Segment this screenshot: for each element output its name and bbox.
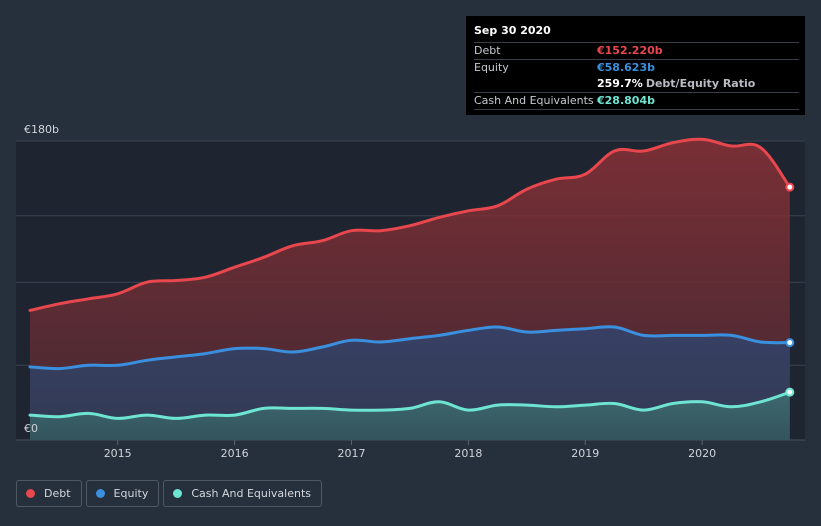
legend-debt-dot-icon (26, 489, 35, 498)
tooltip-row-equity: Equity €58.623b (474, 59, 799, 76)
legend-debt-toggle[interactable]: Debt (16, 480, 82, 507)
end-markers (785, 182, 795, 397)
tooltip-equity-value: €58.623b (597, 61, 655, 74)
area-fills (30, 139, 790, 440)
data-tooltip: Sep 30 2020 Debt €152.220b Equity €58.62… (466, 16, 805, 115)
legend-debt-label: Debt (44, 487, 71, 500)
marker-cash (785, 387, 795, 397)
marker-debt (785, 182, 795, 192)
y-tick-label-max: €180b (24, 123, 59, 136)
tooltip-ratio: 259.7% Debt/Equity Ratio (597, 76, 755, 92)
x-tick-label-1: 2016 (221, 447, 249, 460)
legend-cash-label: Cash And Equivalents (191, 487, 311, 500)
tooltip-debt-value: €152.220b (597, 44, 663, 57)
tooltip-cash-label: Cash And Equivalents (474, 94, 594, 107)
chart-legend: Debt Equity Cash And Equivalents (16, 480, 322, 507)
line-debt (28, 137, 792, 312)
tooltip-ratio-label: Debt/Equity Ratio (645, 77, 756, 90)
x-tick-label-4: 2019 (571, 447, 599, 460)
tooltip-row-debt: Debt €152.220b (474, 42, 799, 59)
y-tick-label-zero: €0 (24, 422, 38, 435)
x-tick-label-3: 2018 (454, 447, 482, 460)
line-equity (28, 325, 792, 371)
legend-cash-toggle[interactable]: Cash And Equivalents (163, 480, 322, 507)
tooltip-debt-label: Debt (474, 44, 501, 57)
series-lines (28, 137, 792, 420)
x-tick-label-0: 2015 (104, 447, 132, 460)
x-tick-label-5: 2020 (688, 447, 716, 460)
x-axis-ticks: 2015 2016 2017 2018 2019 2020 (104, 440, 716, 460)
legend-equity-label: Equity (113, 487, 149, 500)
marker-equity (785, 338, 795, 348)
tooltip-date: Sep 30 2020 (474, 24, 551, 37)
legend-equity-dot-icon (95, 489, 105, 498)
tooltip-equity-label: Equity (474, 61, 509, 74)
x-tick-label-2: 2017 (337, 447, 365, 460)
debt-equity-chart: €180b €0 2015 2016 2017 2018 2019 2020 (16, 123, 805, 460)
tooltip-row-ratio: 259.7% Debt/Equity Ratio (474, 76, 799, 92)
tooltip-row-cash: Cash And Equivalents €28.804b (474, 92, 799, 110)
legend-equity-toggle[interactable]: Equity (85, 480, 160, 507)
tooltip-cash-value: €28.804b (597, 94, 655, 107)
tooltip-ratio-value: 259.7% (597, 77, 643, 90)
legend-cash-dot-icon (173, 489, 183, 498)
line-cash (28, 390, 792, 420)
